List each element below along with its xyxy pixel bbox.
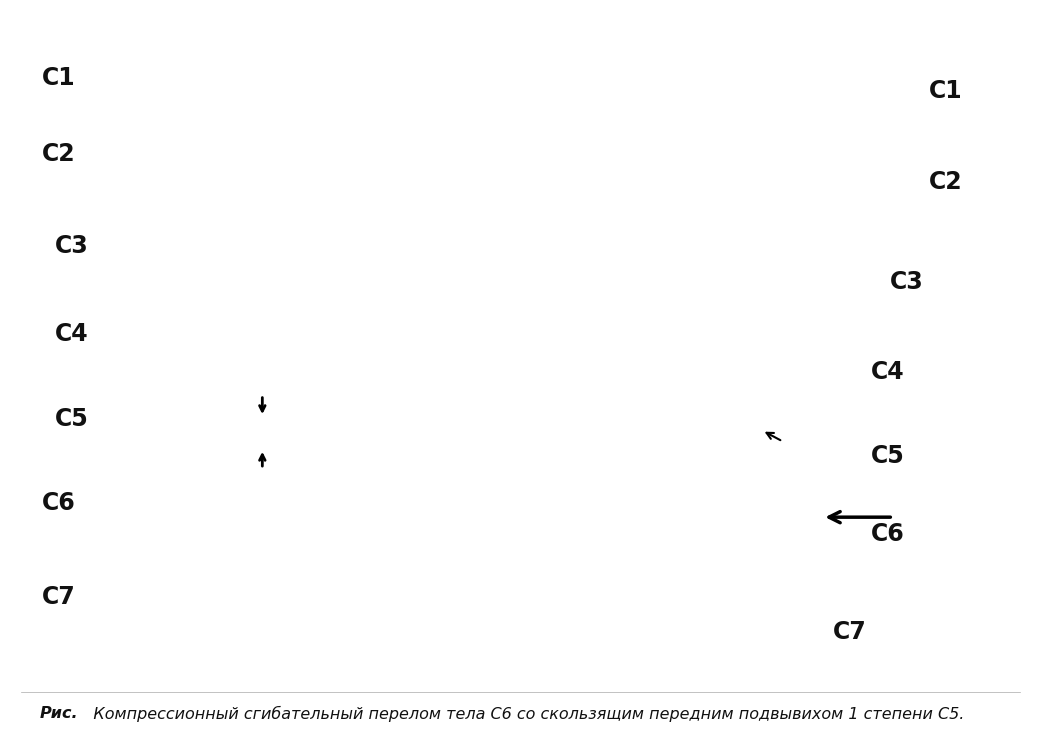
- Text: C3: C3: [55, 234, 88, 258]
- Text: C1: C1: [42, 66, 75, 90]
- Text: Компрессионный сгибательный перелом тела С6 со скользящим передним подвывихом 1 : Компрессионный сгибательный перелом тела…: [78, 706, 964, 722]
- Text: C5: C5: [55, 407, 88, 431]
- Text: C4: C4: [871, 361, 905, 384]
- Text: C7: C7: [833, 620, 866, 644]
- Text: C6: C6: [871, 522, 905, 546]
- Text: C1: C1: [929, 79, 962, 102]
- Text: C4: C4: [55, 322, 88, 346]
- Text: C3: C3: [890, 270, 923, 294]
- Text: C2: C2: [929, 170, 962, 194]
- Text: C2: C2: [42, 142, 75, 165]
- Text: Рис.: Рис.: [40, 706, 78, 721]
- Text: C6: C6: [42, 491, 75, 515]
- Text: C5: C5: [871, 444, 905, 467]
- Text: C7: C7: [42, 585, 75, 609]
